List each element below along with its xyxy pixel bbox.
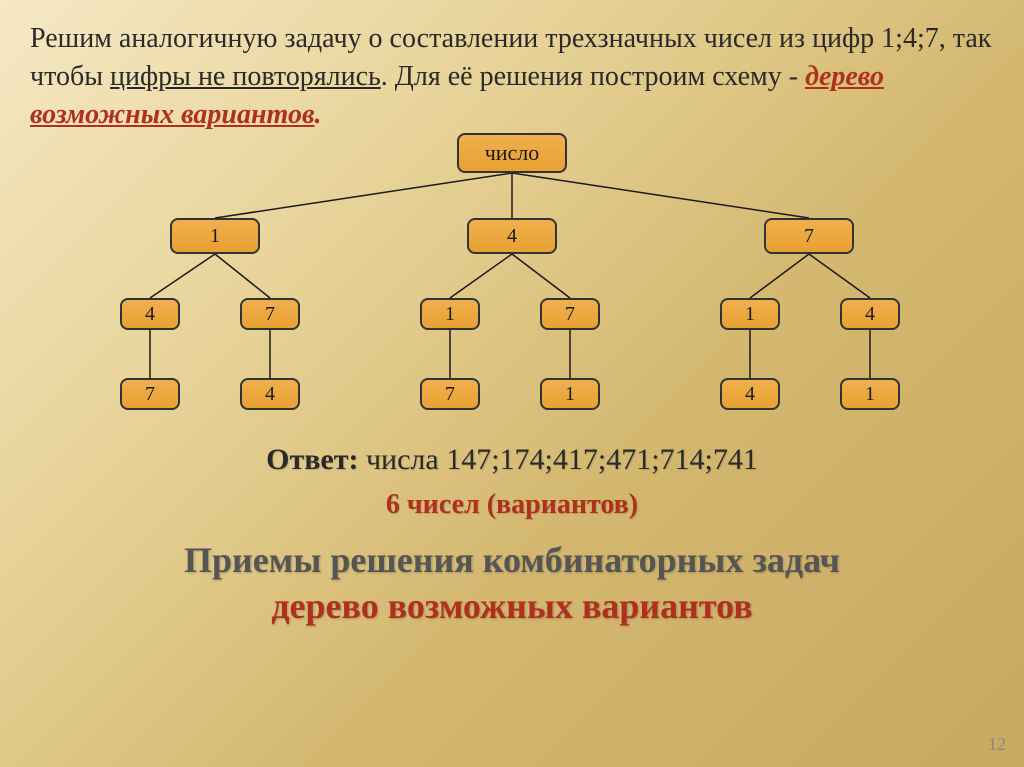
tree-l1-1: 4: [467, 218, 557, 254]
tree-l2-0: 4: [120, 298, 180, 330]
tree-l2-2: 1: [420, 298, 480, 330]
tree-diagram: число 1 4 7 4 7 1 7 1 4 7 4 7 1 4 1: [30, 133, 994, 423]
title-line2: дерево возможных вариантов: [30, 585, 994, 627]
tree-l3-2: 7: [420, 378, 480, 410]
tree-l2-4: 1: [720, 298, 780, 330]
tree-l3-0: 7: [120, 378, 180, 410]
answer-line: Ответ: числа 147;174;417;471;714;741: [30, 443, 994, 477]
tree-l2-1: 7: [240, 298, 300, 330]
page-number: 12: [988, 734, 1006, 755]
tree-l3-4: 4: [720, 378, 780, 410]
tree-root: число: [457, 133, 567, 173]
tree-l2-3: 7: [540, 298, 600, 330]
intro-paragraph: Решим аналогичную задачу о составлении т…: [30, 20, 994, 133]
tree-l2-5: 4: [840, 298, 900, 330]
tree-l3-3: 1: [540, 378, 600, 410]
tree-l3-1: 4: [240, 378, 300, 410]
answer-text: числа 147;174;417;471;714;741: [358, 443, 757, 476]
answer-block: Ответ: числа 147;174;417;471;714;741 6 ч…: [30, 443, 994, 521]
answer-label: Ответ:: [266, 443, 358, 476]
variant-line: 6 чисел (вариантов): [30, 489, 994, 521]
title-line1: Приемы решения комбинаторных задач: [30, 539, 994, 581]
tree-l3-5: 1: [840, 378, 900, 410]
intro-part2: . Для её решения построим схему -: [381, 61, 805, 92]
tree-l1-2: 7: [764, 218, 854, 254]
tree-l1-0: 1: [170, 218, 260, 254]
intro-underlined: цифры не повторялись: [110, 61, 381, 92]
intro-dot: .: [314, 99, 321, 130]
